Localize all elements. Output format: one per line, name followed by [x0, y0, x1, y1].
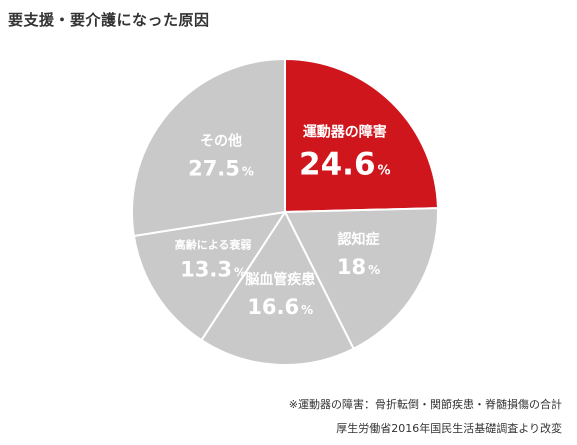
footnote-source: 厚生労働省2016年国民生活基礎調査より改変 [336, 422, 562, 435]
slice-value-label: 13.3% [180, 258, 246, 282]
slice-value-label: 16.6% [247, 295, 313, 319]
chart-title: 要支援・要介護になった原因 [8, 11, 210, 29]
pie-labels: 運動器の障害 24.6 % 認知症 18 % 脳血管疾患 16.6 % 高齢による衰弱 13.3 % そ… [175, 124, 391, 319]
slice-name-label: その他 [200, 132, 242, 149]
slice-value-label: 27.5% [188, 156, 254, 180]
slice-name-label: 認知症 [337, 231, 379, 248]
pie-slices [131, 57, 439, 366]
pie-slice [284, 57, 439, 214]
footnote-note: ※運動器の障害：骨折転倒・関節疾患・脊髄損傷の合計 [288, 398, 562, 411]
slice-name-label: 脳血管疾患 [245, 271, 315, 288]
pie-slice [132, 210, 288, 342]
slice-name-label: 高齢による衰弱 [175, 238, 252, 252]
pie-slice [200, 209, 355, 366]
slice-name-label: 運動器の障害 [303, 124, 387, 141]
slice-value-label: 18% [337, 255, 380, 279]
slice-value-label: 24.6% [299, 147, 391, 183]
pie-slice [131, 57, 286, 238]
pie-slice [283, 207, 439, 351]
